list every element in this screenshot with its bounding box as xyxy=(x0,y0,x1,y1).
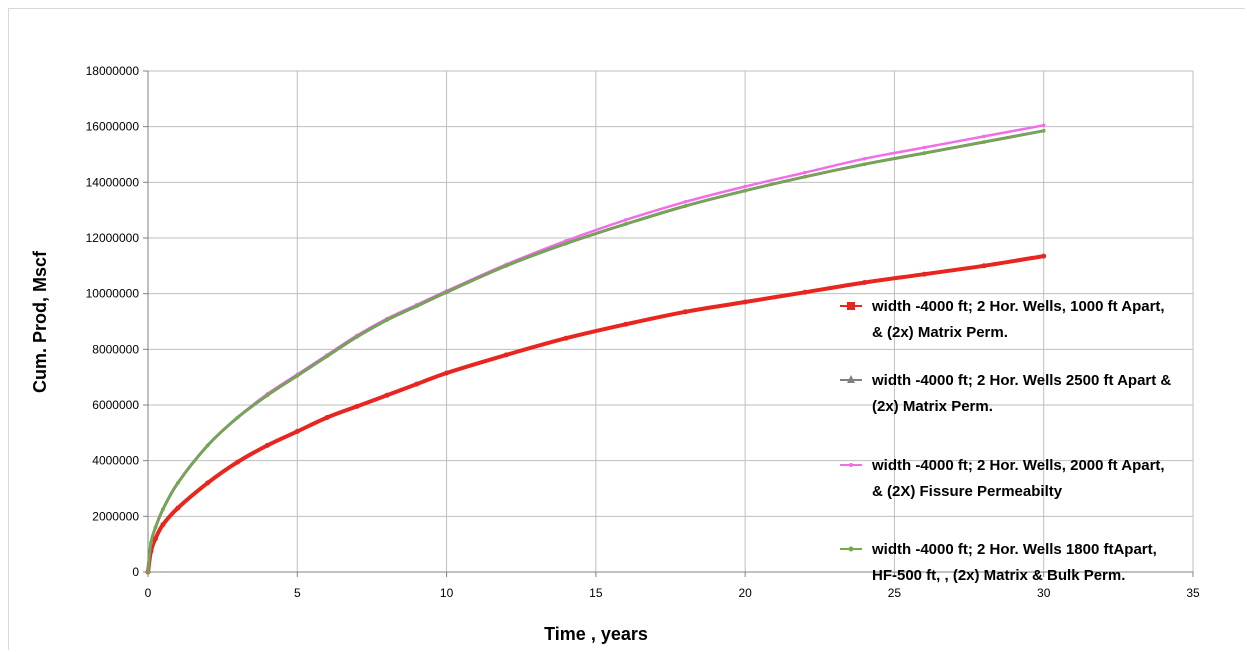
tick-labels: 0 2000000 4000000 6000000 8000000 10000000 120… xyxy=(86,64,1200,600)
data-point xyxy=(922,151,927,155)
legend-marker xyxy=(849,463,853,467)
data-point xyxy=(1041,123,1046,128)
x-axis-title: Time , years xyxy=(544,624,648,644)
y-tick-label: 8000000 xyxy=(92,342,139,356)
data-point xyxy=(153,536,158,542)
legend-marker xyxy=(848,546,854,552)
data-point xyxy=(803,175,807,179)
data-point xyxy=(355,335,359,339)
axes xyxy=(143,70,1194,577)
chart-frame xyxy=(8,8,1245,650)
x-tick-label: 25 xyxy=(888,586,902,600)
data-point xyxy=(265,393,270,398)
x-tick-label: 5 xyxy=(294,586,301,600)
data-point xyxy=(160,522,166,528)
data-point xyxy=(444,290,449,295)
data-point xyxy=(982,134,986,139)
data-point xyxy=(683,200,688,204)
y-tick-label: 18000000 xyxy=(86,64,140,78)
data-point xyxy=(623,218,628,222)
y-tick-label: 6000000 xyxy=(92,398,139,412)
data-point xyxy=(981,263,987,269)
y-axis-title: Cum. Prod, Mscf xyxy=(30,250,50,393)
data-point xyxy=(235,415,240,420)
x-tick-label: 15 xyxy=(589,586,603,600)
data-point xyxy=(264,442,270,448)
data-point xyxy=(802,289,808,295)
legend-entry-text: & (2X) Fissure Permeabilty xyxy=(872,483,1063,500)
legend-entry-text: width -4000 ft; 2 Hor. Wells, 2000 ft Ap… xyxy=(871,457,1165,474)
data-point xyxy=(862,162,867,166)
x-tick-label: 30 xyxy=(1037,586,1051,600)
legend-entry-text: & (2x) Matrix Perm. xyxy=(872,324,1008,341)
y-tick-label: 2000000 xyxy=(92,509,139,523)
data-point xyxy=(563,335,569,341)
legend-marker xyxy=(847,302,855,310)
data-point xyxy=(503,352,509,358)
data-point xyxy=(176,481,180,485)
y-tick-label: 0 xyxy=(132,565,139,579)
data-point xyxy=(414,304,419,309)
legend: width -4000 ft; 2 Hor. Wells, 1000 ft Ap… xyxy=(840,298,1171,584)
x-tick-label: 0 xyxy=(145,586,152,600)
data-point xyxy=(743,188,747,193)
legend-marker xyxy=(847,375,855,383)
data-point xyxy=(623,321,629,327)
data-point xyxy=(623,222,628,226)
data-point xyxy=(982,140,986,144)
legend-entry-text: (2x) Matrix Perm. xyxy=(872,398,993,415)
data-point xyxy=(921,271,927,277)
data-point xyxy=(1041,129,1046,133)
data-point xyxy=(742,299,748,305)
y-tick-label: 10000000 xyxy=(86,287,140,301)
data-point xyxy=(325,354,329,359)
series-lines xyxy=(145,123,1047,575)
data-point xyxy=(149,541,153,545)
data-point xyxy=(295,374,300,378)
grid-lines xyxy=(148,70,1194,572)
data-point xyxy=(161,507,165,512)
legend-entry-text: HF-500 ft, , (2x) Matrix & Bulk Perm. xyxy=(872,567,1125,584)
x-tick-label: 10 xyxy=(440,586,454,600)
data-point xyxy=(384,392,390,398)
x-tick-label: 20 xyxy=(738,586,752,600)
data-point xyxy=(205,443,210,448)
data-point xyxy=(385,318,389,322)
legend-entry-text: width -4000 ft; 2 Hor. Wells 2500 ft Apa… xyxy=(871,372,1171,389)
x-tick-label: 35 xyxy=(1186,586,1200,600)
data-point xyxy=(743,184,747,189)
series-line-4 xyxy=(147,129,1045,573)
y-tick-label: 14000000 xyxy=(86,175,140,189)
data-point xyxy=(922,145,927,150)
data-point xyxy=(354,403,360,409)
data-point xyxy=(504,264,509,268)
data-point xyxy=(175,505,181,511)
data-point xyxy=(564,241,568,246)
data-point xyxy=(1041,253,1047,259)
data-point xyxy=(146,570,150,574)
data-point xyxy=(862,280,868,285)
data-point xyxy=(803,170,807,175)
y-tick-label: 12000000 xyxy=(86,231,140,245)
data-point xyxy=(683,204,688,208)
data-point xyxy=(682,309,688,315)
data-point xyxy=(153,525,158,530)
data-point xyxy=(444,370,450,376)
legend-entry-text: width -4000 ft; 2 Hor. Wells 1800 ftApar… xyxy=(871,541,1157,558)
data-point xyxy=(205,480,211,486)
y-tick-label: 16000000 xyxy=(86,120,140,134)
data-point xyxy=(862,156,867,161)
data-point xyxy=(414,381,420,387)
data-point xyxy=(294,428,300,434)
legend-entry-text: width -4000 ft; 2 Hor. Wells, 1000 ft Ap… xyxy=(871,298,1165,315)
data-point xyxy=(324,415,330,420)
y-tick-label: 4000000 xyxy=(92,454,139,468)
data-point xyxy=(235,459,241,465)
